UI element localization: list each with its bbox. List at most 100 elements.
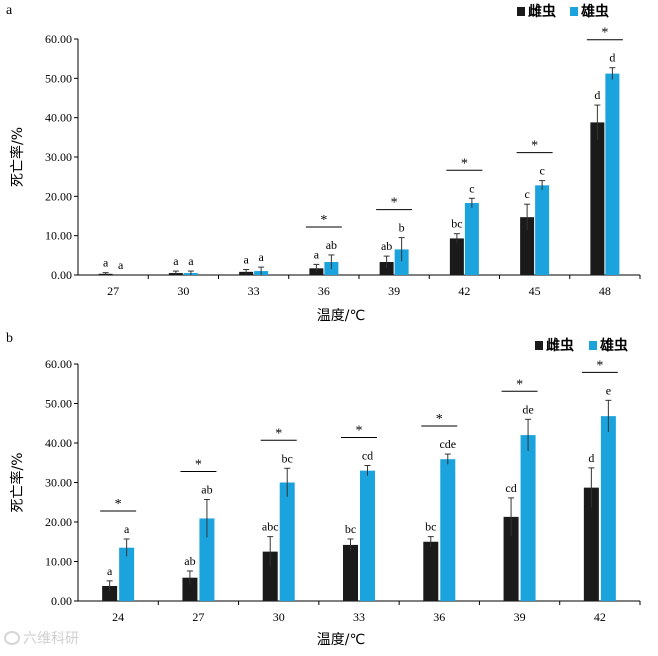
- panel-a-sig-letter-female: a: [314, 247, 320, 261]
- panel-b-sig-letter-female: bc: [345, 522, 356, 536]
- panel-a-bar-male: [535, 185, 550, 275]
- panel-b-y-tick-label: 30.00: [45, 476, 72, 490]
- panel-a-bar-male: [464, 203, 479, 275]
- panel-b-y-tick-label: 20.00: [45, 515, 72, 529]
- panel-a-bar-female: [520, 217, 535, 275]
- panel-b-sig-letter-male: cde: [439, 437, 456, 451]
- panel-b-legend-label-female: 雌虫: [546, 337, 574, 354]
- panel-b-bar-male: [360, 470, 375, 601]
- panel-a-x-tick-label: 39: [388, 284, 400, 298]
- panel-a-sig-letter-male: d: [609, 51, 615, 65]
- panel-b-legend-swatch-female: [535, 341, 543, 350]
- panel-a-sig-letter-male: c: [539, 164, 544, 178]
- panel-b-bar-male: [600, 416, 616, 601]
- panel-b-sig-star: *: [356, 424, 363, 439]
- panel-b-letter: b: [6, 331, 13, 346]
- panel-b-y-tick-label: 0.00: [51, 594, 72, 608]
- panel-b-bar-female: [343, 544, 358, 601]
- panel-b-sig-letter-male: ab: [201, 482, 212, 496]
- panel-b-x-tick-label: 24: [112, 610, 124, 624]
- panel-a-bar-female: [590, 122, 605, 276]
- panel-b-bar-male: [440, 459, 456, 601]
- panel-b-legend-label-male: 雄虫: [599, 337, 628, 354]
- panel-b-y-tick-label: 10.00: [45, 555, 72, 569]
- panel-a-bar-female: [379, 262, 394, 275]
- panel-a-sig-letter-male: a: [118, 258, 124, 272]
- panel-b-x-tick-label: 39: [514, 610, 526, 624]
- panel-b-sig-letter-male: de: [522, 402, 533, 416]
- panel-a-legend-swatch-female: [517, 7, 525, 16]
- watermark-text: 六维科研: [23, 631, 79, 647]
- panel-a-bar-male: [394, 249, 409, 275]
- panel-a-sig-star: *: [320, 213, 327, 228]
- panel-a-sig-letter-male: ab: [326, 238, 337, 252]
- panel-b-bar-female: [503, 516, 519, 601]
- panel-b-bar-male: [279, 482, 295, 601]
- watermark-logo-icon: [4, 631, 20, 645]
- panel-a-sig-letter-male: b: [399, 221, 405, 235]
- panel-a-sig-star: *: [391, 196, 398, 211]
- panel-a-sig-letter-male: c: [469, 181, 474, 195]
- panel-b-bar-female: [182, 577, 198, 601]
- panel-a-x-tick-label: 30: [177, 284, 189, 298]
- panel-b-x-tick-label: 42: [594, 610, 606, 624]
- panel-b-sig-letter-female: cd: [505, 481, 516, 495]
- panel-b-x-axis-title: 温度/℃: [317, 632, 365, 648]
- panel-b-x-tick-label: 27: [192, 610, 204, 624]
- panel-a-y-tick-label: 20.00: [45, 189, 72, 203]
- panel-a-sig-letter-female: a: [173, 254, 179, 268]
- panel-b-sig-star: *: [115, 497, 122, 512]
- panel-b-sig-letter-female: abc: [262, 520, 279, 534]
- panel-b-sig-letter-male: cd: [362, 449, 373, 463]
- panel-a-y-tick-label: 0.00: [51, 268, 72, 282]
- panel-a-letter: a: [6, 3, 13, 18]
- panel-a-legend-swatch-male: [570, 7, 578, 16]
- panel-a-bar-male: [605, 73, 620, 275]
- panel-b-bar-female: [102, 585, 118, 601]
- panel-b-sig-star: *: [596, 358, 603, 373]
- panel-b-legend-swatch-male: [589, 341, 597, 350]
- panel-a-sig-letter-female: a: [103, 256, 109, 270]
- panel-a-sig-letter-female: c: [524, 187, 529, 201]
- panel-a-x-axis-title: 温度/℃: [317, 308, 365, 324]
- panel-b-x-tick-label: 33: [353, 610, 365, 624]
- panel-b-sig-letter-female: a: [107, 564, 113, 578]
- panel-a-sig-star: *: [531, 139, 538, 154]
- panel-a-legend-label-female: 雌虫: [528, 3, 556, 20]
- panel-b-bar-female: [583, 487, 599, 601]
- panel-a-sig-letter-male: a: [258, 250, 264, 264]
- panel-a-sig-letter-female: d: [594, 88, 600, 102]
- panel-a-y-tick-label: 40.00: [45, 111, 72, 125]
- panel-b-y-tick-label: 60.00: [45, 357, 72, 371]
- panel-b-x-tick-label: 30: [273, 610, 285, 624]
- panel-b-sig-star: *: [436, 412, 443, 427]
- panel-a-sig-letter-male: a: [188, 254, 194, 268]
- panel-a-y-tick-label: 30.00: [45, 150, 72, 164]
- panel-a-x-tick-label: 33: [248, 284, 260, 298]
- panel-b-bar-female: [423, 541, 439, 601]
- panel-a-x-tick-label: 42: [458, 284, 470, 298]
- panel-b-bar-male: [199, 518, 215, 601]
- panel-a-sig-star: *: [601, 26, 608, 41]
- panel-b-bar-male: [520, 435, 536, 601]
- panel-b-sig-letter-female: ab: [184, 554, 195, 568]
- panel-a-sig-letter-female: bc: [451, 217, 462, 231]
- panel-a-bar-female: [449, 238, 464, 275]
- panel-a-legend-label-male: 雄虫: [580, 3, 609, 20]
- panel-a-x-tick-label: 27: [107, 284, 119, 298]
- panel-b-bar-male: [119, 547, 135, 601]
- panel-a-x-tick-label: 36: [318, 284, 330, 298]
- panel-b-sig-letter-male: bc: [282, 451, 293, 465]
- panel-b-sig-letter-male: e: [606, 383, 611, 397]
- panel-b-y-tick-label: 50.00: [45, 397, 72, 411]
- panel-b-bar-female: [262, 551, 278, 601]
- panel-a-sig-star: *: [461, 156, 468, 171]
- panel-a-y-tick-label: 60.00: [45, 32, 72, 46]
- panel-a-x-tick-label: 45: [529, 284, 541, 298]
- panel-a-y-tick-label: 10.00: [45, 229, 72, 243]
- panel-b-sig-letter-male: a: [124, 522, 130, 536]
- panel-a-sig-letter-female: a: [243, 252, 249, 266]
- panel-a-y-axis-title: 死亡率/%: [9, 127, 26, 187]
- panel-b-sig-letter-female: d: [588, 451, 594, 465]
